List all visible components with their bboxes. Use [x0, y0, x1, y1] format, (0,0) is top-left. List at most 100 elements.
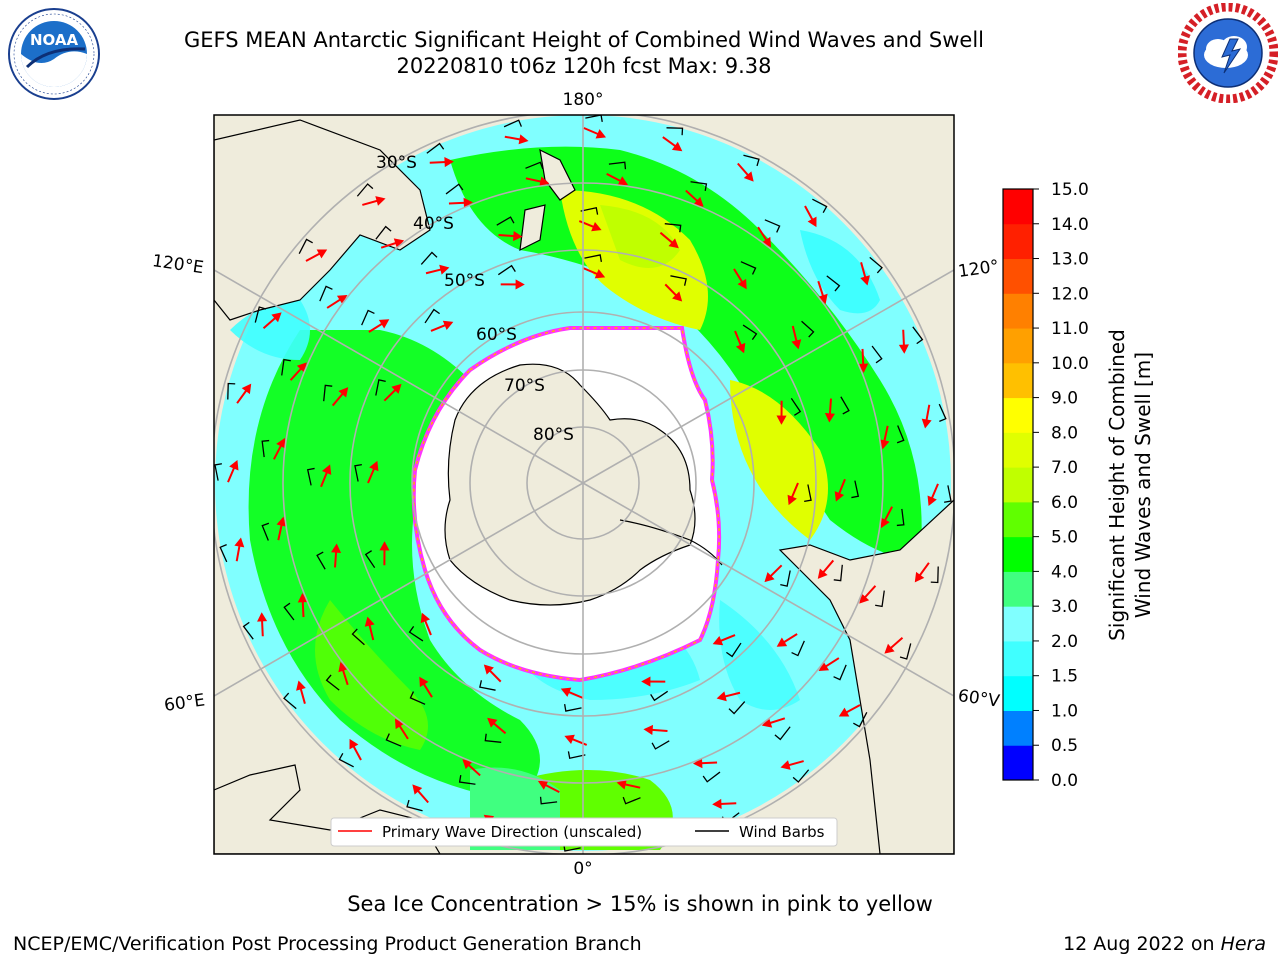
- colorbar-tick-label: 4.0: [1051, 562, 1078, 582]
- wind-barb: [503, 119, 522, 128]
- wind-barb: [896, 508, 905, 527]
- wind-barb: [851, 480, 860, 499]
- wind-barb: [497, 264, 516, 276]
- wind-barb: [525, 161, 544, 170]
- wind-barb: [242, 621, 254, 640]
- wave-arrow-head: [296, 362, 307, 373]
- wind-barb: [896, 425, 905, 444]
- chart-subtitle: 20220810 t06z 120h fcst Max: 9.38: [396, 54, 772, 78]
- wave-arrow-head: [271, 312, 282, 323]
- wind-barb: [283, 602, 295, 621]
- colorbar-segment: [1003, 189, 1033, 225]
- wave-arrow-head: [641, 676, 651, 687]
- wave-arrow-head: [780, 760, 791, 770]
- wave-arrow-head: [512, 231, 523, 242]
- wave-arrow-head: [393, 238, 405, 248]
- wave-arrow-head: [616, 779, 627, 790]
- wave-arrow-head: [879, 439, 890, 450]
- date-text: 12 Aug 2022 on: [1063, 933, 1215, 955]
- wave-arrow-head: [276, 437, 286, 449]
- lon-label-120w: 120°: [957, 256, 1000, 282]
- wind-barb: [780, 570, 791, 587]
- wave-arrow-head: [463, 197, 474, 208]
- colorbar-tick-label: 6.0: [1051, 493, 1078, 513]
- wind-barb: [930, 566, 939, 584]
- wave-arrow-head: [761, 236, 772, 248]
- wind-barb: [853, 712, 868, 728]
- wind-barb: [869, 256, 883, 274]
- wind-barb: [833, 664, 847, 681]
- wind-barb: [938, 403, 947, 422]
- colorbar-tick-label: 14.0: [1051, 215, 1089, 235]
- colorbar-tick-label: 1.5: [1051, 667, 1078, 687]
- colorbar-tick-label: 0.5: [1051, 736, 1078, 756]
- colorbar-segment: [1003, 223, 1033, 260]
- wind-barb: [563, 704, 582, 712]
- wave-arrow-head: [927, 495, 937, 507]
- colorbar-frame: [1002, 188, 1034, 781]
- wave-arrow-head: [515, 279, 525, 290]
- wind-barb: [338, 753, 354, 768]
- wave-arrow-head: [420, 612, 431, 624]
- colorbar-segment: [1003, 710, 1033, 746]
- wind-barb: [702, 771, 721, 783]
- wave-arrow-head: [693, 196, 704, 207]
- wave-arrow-head: [834, 491, 845, 502]
- colorbar-tick-label: 5.0: [1051, 528, 1078, 548]
- wind-barb: [227, 382, 236, 400]
- wind-barb: [567, 751, 586, 760]
- lat-label-60s: 60°S: [476, 325, 517, 345]
- wind-barb: [424, 308, 440, 324]
- wave-arrow-head: [791, 339, 802, 350]
- colorbar-label-line1: Significant Height of Combined: [1105, 329, 1129, 641]
- wave-arrow-head: [336, 294, 348, 305]
- wave-arrow-head: [375, 196, 386, 206]
- wave-arrow-head: [564, 734, 575, 745]
- south-america: [778, 499, 954, 854]
- wind-barb: [351, 628, 365, 646]
- wave-arrow-head: [591, 221, 602, 232]
- wind-barb: [740, 261, 757, 275]
- colorbar-segment: [1003, 432, 1033, 468]
- colorbar: [1002, 188, 1034, 781]
- wind-barb: [840, 396, 850, 415]
- wind-barb: [316, 551, 326, 570]
- wind-barb: [214, 463, 222, 481]
- wind-barb: [375, 379, 386, 396]
- wind-barb: [651, 740, 670, 750]
- wave-arrow-head: [331, 543, 342, 554]
- wind-barb: [580, 206, 599, 215]
- colorbar-tick-label: 3.0: [1051, 597, 1078, 617]
- wind-barb: [664, 223, 682, 233]
- wave-arrow-head: [391, 383, 402, 394]
- wave-arrow-head: [743, 171, 754, 182]
- colorbar-segment: [1003, 571, 1033, 607]
- wind-barb: [728, 701, 746, 715]
- wave-arrow-head: [537, 780, 549, 790]
- wind-barb: [790, 397, 802, 416]
- wave-arrow-head: [229, 459, 239, 471]
- australia: [214, 119, 431, 321]
- colorbar-tick-label: 0.0: [1051, 771, 1078, 791]
- wind-barb: [385, 733, 402, 747]
- wind-barb: [585, 115, 603, 122]
- colorbar-tick-label: 11.0: [1051, 319, 1089, 339]
- wave-arrow-head: [594, 269, 606, 279]
- wave-arrow-head: [776, 415, 787, 425]
- wind-barb: [261, 439, 270, 458]
- wave-arrow-head: [737, 278, 747, 290]
- wave-arrow-head: [914, 571, 925, 583]
- wave-arrow-head: [595, 129, 607, 139]
- lat-label-40s: 40°S: [413, 214, 454, 234]
- wind-barb: [406, 799, 423, 812]
- lat-label-50s: 50°S: [444, 271, 485, 291]
- map-legend: Primary Wave Direction (unscaled) Wind B…: [330, 817, 838, 847]
- wind-barb: [875, 590, 885, 608]
- date-line: 12 Aug 2022 on Hera: [1063, 933, 1266, 955]
- wave-arrow-head: [394, 718, 405, 730]
- wind-barb: [812, 198, 828, 213]
- wave-arrow-head: [487, 717, 498, 728]
- wind-barb: [871, 345, 883, 364]
- wind-barb: [742, 324, 758, 340]
